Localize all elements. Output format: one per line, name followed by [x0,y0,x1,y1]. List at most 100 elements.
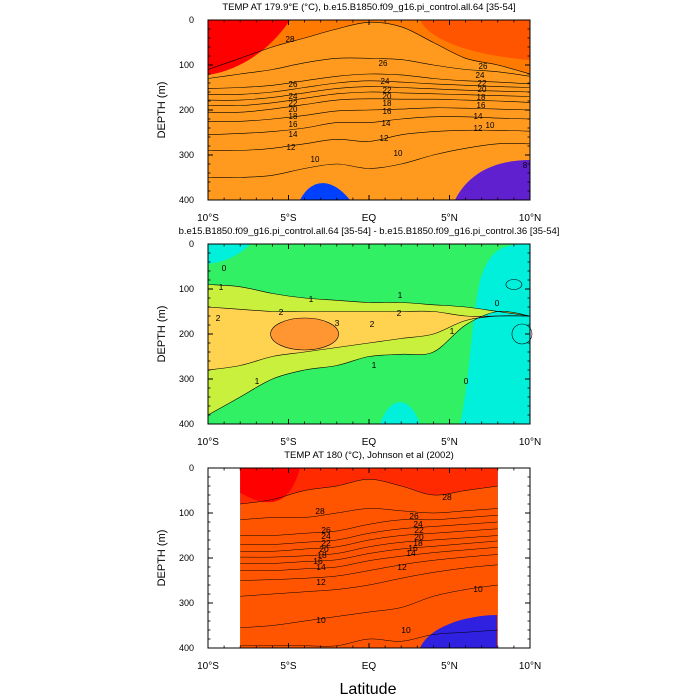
contour-label: 26 [321,525,331,535]
contour-label: 26 [379,59,388,68]
contour-label: 1 [255,376,260,386]
x-tick-label: 10°S [197,661,219,672]
diff-core-3 [270,317,339,351]
panel-1-axes: 10°S 5°S EQ 5°N 10°N 0 100 200 300 400 DEPTH (m) TE… [156,2,541,224]
contour-label: 18 [413,538,423,548]
contour-label: 26 [409,511,419,521]
contour-label: 18 [289,112,298,121]
contour-label: 20 [319,544,329,554]
x-tick-label: 10°N [519,661,541,672]
contour-label: 10 [311,155,320,164]
contour-label: 26 [289,80,298,89]
contour-t8 [207,143,531,178]
contour-label: 16 [289,120,298,129]
y-axis-label: DEPTH (m) [156,530,168,587]
contour-label: 24 [321,531,331,541]
contour-label: 0 [464,376,469,386]
y-tick-label: 200 [179,329,194,339]
contour-label: 20 [414,532,424,542]
contour-label: 12 [380,134,389,143]
contour-t16 [207,98,531,113]
contour-label: 18 [477,93,486,102]
contour-label: 18 [317,550,327,560]
contour-diff-2-bottom [207,315,531,371]
contour-label: 1 [219,282,224,292]
contour-label: 22 [321,538,331,548]
contour-label: 14 [316,562,326,572]
contour-label: 24 [381,77,390,86]
diff-negative-nw [208,244,250,264]
y-tick-label: 0 [189,463,194,473]
hot-core-east [420,20,530,60]
contour-label: 12 [316,577,326,587]
contour-label: 16 [408,543,418,553]
contour-label: 20 [289,105,298,114]
x-tick-label: EQ [362,213,377,224]
x-tick-label: 5°S [280,213,297,224]
x-tick-label: 5°S [280,661,297,672]
x-tick-label: 5°N [441,213,458,224]
contour-label: 1 [309,294,314,304]
contour-label: 16 [383,107,392,116]
y-tick-label: 400 [179,419,194,429]
x-tick-label: 10°N [519,213,541,224]
y-tick-label: 100 [179,508,194,518]
obs-contour-t28 [240,508,498,521]
contour-label: 22 [414,525,424,535]
contour-label: 16 [313,556,323,566]
contour-label: 3 [335,318,340,328]
y-tick-label: 400 [179,195,194,205]
contour-label: 14 [382,119,391,128]
y-tick-label: 200 [179,105,194,115]
panel-2-plot: 0 1 1 1 2 2 2 2 3 1 1 1 0 0 [207,244,533,424]
x-tick-label: 10°S [197,213,219,224]
panel-title: b.e15.B1850.f09_g16.pi_control.all.64 [3… [179,226,560,237]
obs-contour-t10 [240,584,498,629]
panel-title: TEMP AT 180 (°C), Johnson et al (2002) [284,450,454,461]
contour-label: 0 [495,298,500,308]
y-tick-label: 0 [189,15,194,25]
contour-label: 10 [316,615,326,625]
x-tick-label: 5°N [441,437,458,448]
x-tick-label: 10°S [197,437,219,448]
contour-label: 14 [474,112,483,121]
contour-label: 2 [370,319,375,329]
contour-label: 8 [523,161,528,170]
obs-contour-t26 [240,515,498,536]
x-tick-label: 5°N [441,661,458,672]
obs-band-below-t29 [240,479,498,648]
contour-label: 2 [216,313,221,323]
contour-t10 [207,129,531,151]
y-tick-label: 400 [179,643,194,653]
x-tick-label: EQ [362,661,377,672]
diff-negative-south [380,402,420,424]
contour-label: 28 [442,492,452,502]
diff-negative-east [460,244,530,424]
panel-title: TEMP AT 179.9°E (°C), b.e15.B1850.f09_g1… [222,2,515,13]
obs-contour-t24 [240,521,498,545]
hot-core-west [208,20,290,75]
contour-t18 [207,91,531,107]
contour-label: 24 [413,519,423,529]
contour-label: 0 [222,263,227,273]
contour-label: 2 [279,307,284,317]
cold-core-south [300,183,350,200]
panel-3-axes: 10°S 5°S EQ 5°N 10°N 0 100 200 300 400 DEPTH (m) TE… [156,450,541,672]
obs-contour-t20 [240,535,498,558]
contour-label: 28 [286,35,295,44]
contour-label: 10 [486,121,495,130]
contour-label: 14 [406,548,416,558]
y-axis-label: DEPTH (m) [156,82,168,139]
contour-label: 2 [397,308,402,318]
contour-diff-1-top [207,284,531,317]
y-axis-label: DEPTH (m) [156,306,168,363]
y-tick-label: 300 [179,150,194,160]
contour-t22 [207,80,531,95]
x-tick-label: 10°N [519,437,541,448]
contour-t24 [207,73,531,89]
contour-label: 24 [289,92,298,101]
contour-label: 1 [372,360,377,370]
